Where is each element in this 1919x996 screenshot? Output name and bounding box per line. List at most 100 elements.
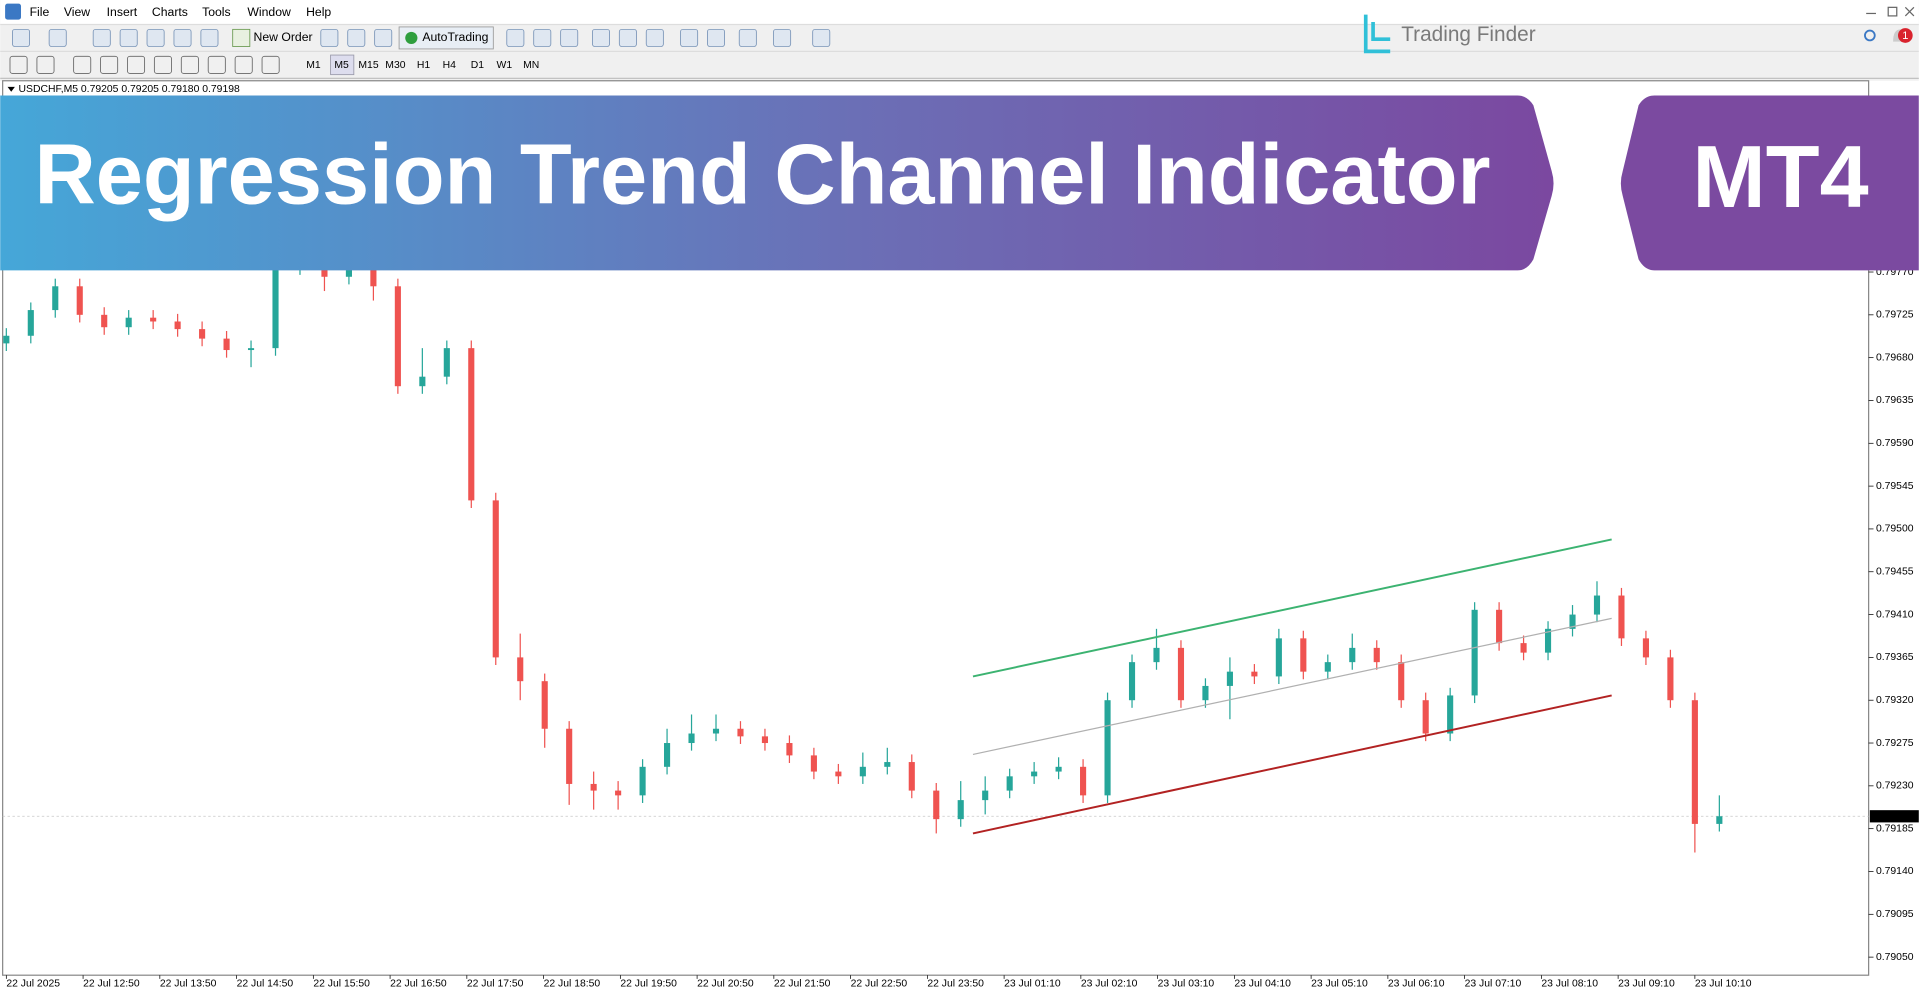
menu-item[interactable]: Charts <box>152 5 188 19</box>
drawing-tool[interactable] <box>73 55 92 74</box>
toolbar-button[interactable] <box>645 28 664 47</box>
toolbar-button[interactable] <box>374 28 393 47</box>
candle-body <box>615 790 622 796</box>
toolbar-button[interactable] <box>12 28 31 47</box>
y-tick-label: 0.79500 <box>1876 524 1914 535</box>
timeframe-button[interactable]: H1 <box>417 60 431 71</box>
y-tick-label: 0.79770 <box>1876 267 1914 278</box>
x-tick-label: 22 Jul 20:50 <box>697 979 754 990</box>
badge <box>1620 95 1919 271</box>
drawing-tool[interactable] <box>9 55 28 74</box>
candle-body <box>223 338 230 351</box>
candle-body <box>1569 614 1576 629</box>
toolbar-button[interactable] <box>173 28 192 47</box>
drawing-tool[interactable] <box>261 55 280 74</box>
candle-body <box>174 321 181 330</box>
candle-body <box>150 317 157 322</box>
candle-body <box>541 681 548 729</box>
candle-body <box>1177 647 1185 701</box>
channel-line <box>972 617 1612 756</box>
toolbar-button[interactable] <box>618 28 637 47</box>
x-tick-label: 22 Jul 14:50 <box>237 979 294 990</box>
candle-body <box>1520 643 1527 653</box>
candle-body <box>982 790 989 801</box>
toolbar-button[interactable] <box>680 28 699 47</box>
toolbar-button[interactable] <box>92 28 111 47</box>
timeframe-button[interactable]: M1 <box>306 60 321 71</box>
drawing-tool[interactable] <box>36 55 55 74</box>
menu-item[interactable]: Insert <box>107 5 138 19</box>
candle-body <box>517 657 524 682</box>
x-tick-label: 23 Jul 04:10 <box>1234 979 1291 990</box>
candle-body <box>468 348 475 501</box>
drawing-tool[interactable] <box>180 55 199 74</box>
candle-body <box>125 317 132 328</box>
search-bell: 1 <box>1864 28 1913 43</box>
menu-item[interactable]: Help <box>306 5 331 19</box>
candle-body <box>1667 657 1674 701</box>
timeframe-button[interactable]: M30 <box>385 60 405 71</box>
toolbar: New Order AutoTrading M1 M5 M15 M30 H1 H4 D1 W1 MN <box>9 26 831 76</box>
candle-body <box>1251 671 1258 677</box>
x-tick-label: 23 Jul 02:10 <box>1081 979 1138 990</box>
auto-trading-frame[interactable] <box>398 26 494 50</box>
candle-body <box>443 348 450 377</box>
toolbar-button[interactable] <box>200 28 219 47</box>
toolbar-button[interactable] <box>533 28 552 47</box>
toolbar-button[interactable] <box>506 28 525 47</box>
channel-line <box>972 694 1612 835</box>
drawing-tool[interactable] <box>153 55 172 74</box>
auto-trading-button[interactable]: AutoTrading <box>422 30 488 44</box>
toolbar-button[interactable] <box>773 28 792 47</box>
y-tick-label: 0.79410 <box>1876 609 1914 620</box>
toolbar-button[interactable] <box>738 28 757 47</box>
toolbar-button[interactable] <box>320 28 339 47</box>
new-order-button[interactable]: New Order <box>253 30 312 44</box>
toolbar-button[interactable] <box>707 28 725 47</box>
drawing-tool[interactable] <box>234 55 253 74</box>
toolbar-button[interactable] <box>591 28 610 47</box>
drawing-tool[interactable] <box>127 55 146 74</box>
toolbar-button[interactable] <box>232 28 251 47</box>
toolbar-button[interactable] <box>48 28 67 47</box>
candle-body <box>1398 662 1405 701</box>
candle-body <box>933 790 940 820</box>
toolbar-button[interactable] <box>347 28 366 47</box>
timeframe-button[interactable]: W1 <box>497 60 513 71</box>
menu-item[interactable]: Window <box>247 5 291 19</box>
timeframe-button[interactable]: D1 <box>471 60 485 71</box>
app-icon <box>5 3 22 20</box>
drawing-tool[interactable] <box>100 55 119 74</box>
toolbar-button[interactable] <box>119 28 138 47</box>
candle-body <box>419 376 426 387</box>
timeframe-active <box>330 54 355 76</box>
notification-count: 1 <box>1902 30 1908 42</box>
timeframe-button[interactable]: H4 <box>443 60 457 71</box>
candle-body <box>1275 638 1282 677</box>
toolbar-button[interactable] <box>560 28 579 47</box>
candle-body <box>1031 771 1038 777</box>
timeframe-button[interactable]: M15 <box>358 60 378 71</box>
timeframe-button[interactable]: M5 <box>334 60 349 71</box>
candle-body <box>859 766 866 777</box>
candle-body <box>1716 816 1723 824</box>
x-tick-label: 22 Jul 19:50 <box>620 979 677 990</box>
x-tick-label: 22 Jul 13:50 <box>160 979 217 990</box>
menu-item[interactable]: Tools <box>202 5 231 19</box>
x-tick-label: 23 Jul 09:10 <box>1618 979 1675 990</box>
auto-trading-icon[interactable] <box>405 31 418 45</box>
menu-item[interactable]: View <box>64 5 90 19</box>
toolbar-button[interactable] <box>812 28 831 47</box>
candle-body <box>884 762 891 767</box>
x-tick-label: 22 Jul 15:50 <box>313 979 370 990</box>
candle-body <box>247 348 255 351</box>
drawing-tool[interactable] <box>207 55 226 74</box>
x-tick-label: 23 Jul 03:10 <box>1158 979 1215 990</box>
x-tick-label: 22 Jul 22:50 <box>851 979 908 990</box>
timeframe-button[interactable]: MN <box>523 60 539 71</box>
menu-item[interactable]: File <box>30 5 50 19</box>
y-tick-label: 0.79455 <box>1876 566 1914 577</box>
menu-bar <box>0 0 1919 25</box>
toolbar-button[interactable] <box>146 28 165 47</box>
